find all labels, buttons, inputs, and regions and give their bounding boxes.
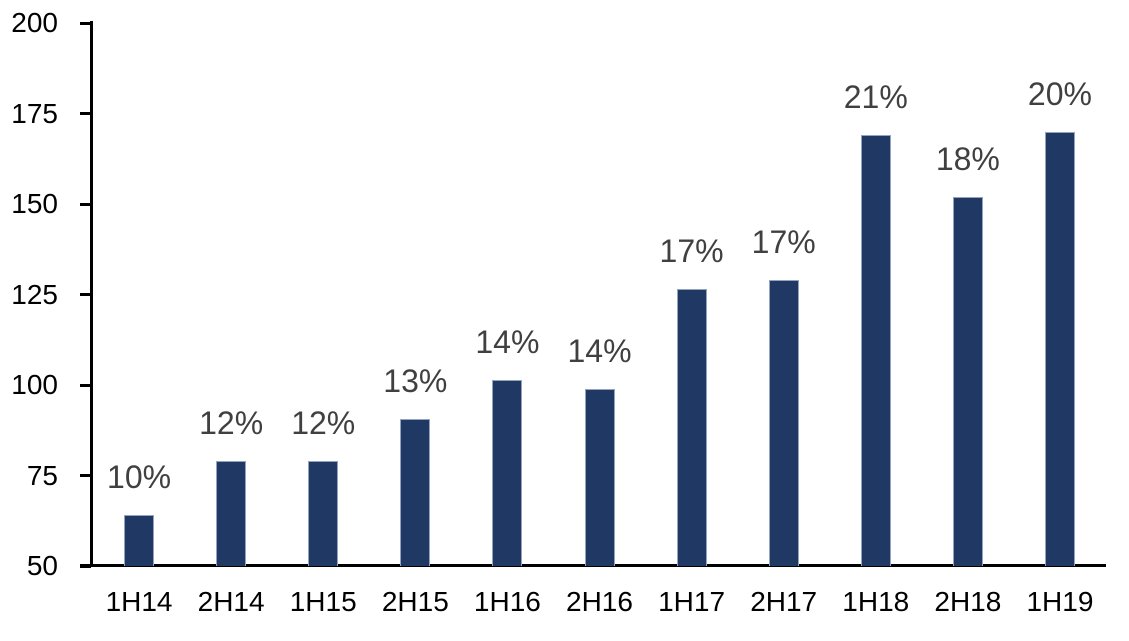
plot-area: 10% 12% 12% 13% 14% 14% 17% 17% 21% 18% 20% [93,23,1106,566]
bar [308,461,339,566]
bar-value-label: 10% [107,459,172,496]
x-tick-label: 2H17 [750,586,818,617]
bar [400,419,431,566]
bar-value-label: 14% [567,332,632,369]
y-axis-line [90,21,93,567]
bar-value-label: 12% [199,405,264,442]
bar-value-label: 12% [291,405,356,442]
y-tick-label: 200 [11,7,58,38]
bar [124,515,155,566]
bar [492,379,523,566]
y-tick-label: 75 [26,459,58,491]
y-tick-label: 150 [11,188,58,219]
y-tick-label: 125 [11,278,58,310]
bar-value-label: 14% [475,323,540,360]
y-tick-label: 50 [26,550,58,581]
y-tick-mark [80,383,91,387]
y-tick-mark [80,474,91,477]
bar-value-label: 17% [659,233,724,270]
x-tick-label: 1H16 [473,586,541,617]
x-tick-label: 1H17 [658,586,726,617]
bar-value-label: 20% [1027,75,1092,112]
x-tick-label: 2H18 [934,586,1002,617]
bar-value-label: 17% [751,224,816,261]
y-tick-label: 100 [11,369,58,400]
bar [768,280,799,566]
bar [676,289,707,566]
bar [952,196,983,566]
bar-value-label: 21% [843,79,908,116]
bar [584,388,615,566]
bar-value-label: 13% [383,363,448,400]
x-tick-label: 1H15 [289,586,357,617]
bar-value-label: 18% [935,140,1000,177]
x-tick-label: 2H15 [381,586,449,617]
y-tick-mark [80,202,91,206]
x-tick-label: 2H16 [566,586,633,617]
y-tick-mark [80,112,91,115]
bar [216,461,247,566]
bar [1044,131,1075,566]
y-tick-mark [80,293,91,296]
x-tick-label: 1H14 [105,586,173,617]
x-tick-label: 1H19 [1026,586,1094,617]
y-tick-label: 175 [11,97,58,129]
y-tick-mark [80,564,91,568]
y-tick-mark [80,21,91,25]
x-tick-label: 1H18 [842,586,910,617]
bar [860,135,891,566]
x-tick-label: 2H14 [197,586,265,617]
